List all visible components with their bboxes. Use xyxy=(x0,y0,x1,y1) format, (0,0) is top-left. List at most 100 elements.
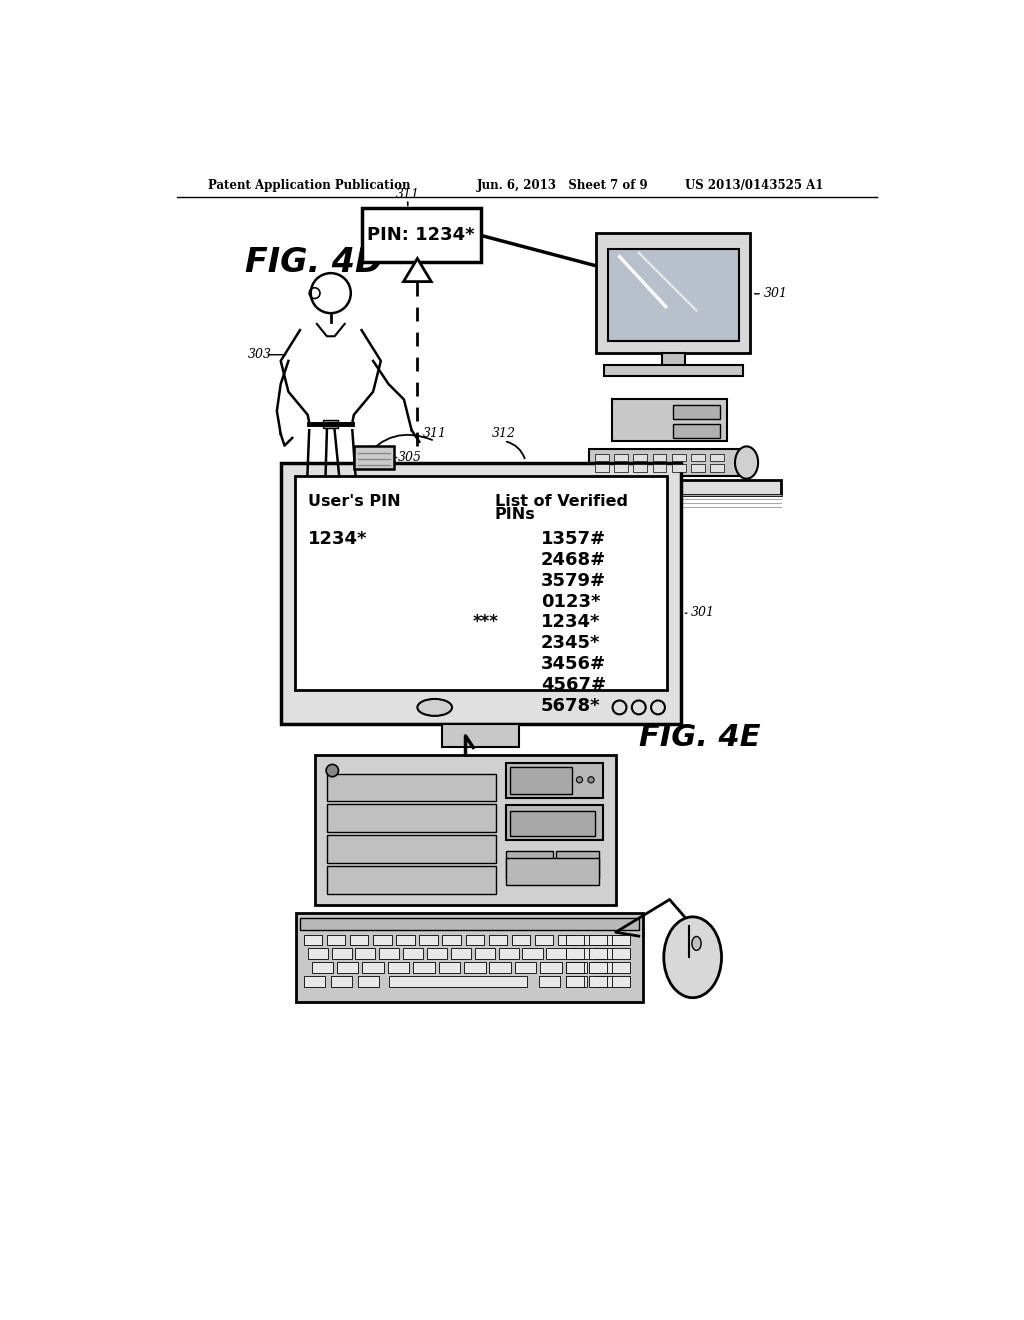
Text: FIG. 4D: FIG. 4D xyxy=(245,246,382,279)
FancyBboxPatch shape xyxy=(296,913,643,1002)
FancyBboxPatch shape xyxy=(281,462,681,725)
FancyBboxPatch shape xyxy=(354,446,394,469)
FancyBboxPatch shape xyxy=(595,465,608,473)
FancyBboxPatch shape xyxy=(350,935,369,945)
FancyBboxPatch shape xyxy=(357,977,379,987)
FancyBboxPatch shape xyxy=(510,812,595,836)
FancyBboxPatch shape xyxy=(614,454,628,462)
FancyBboxPatch shape xyxy=(466,935,484,945)
FancyBboxPatch shape xyxy=(589,449,739,477)
FancyBboxPatch shape xyxy=(464,962,485,973)
FancyBboxPatch shape xyxy=(573,480,781,495)
FancyBboxPatch shape xyxy=(438,962,460,973)
FancyBboxPatch shape xyxy=(691,465,705,473)
FancyBboxPatch shape xyxy=(674,405,720,418)
FancyBboxPatch shape xyxy=(489,962,511,973)
Text: Patent Application Publication: Patent Application Publication xyxy=(208,178,410,191)
FancyBboxPatch shape xyxy=(327,774,497,801)
FancyBboxPatch shape xyxy=(556,851,599,878)
Ellipse shape xyxy=(735,446,758,479)
Text: 1357#: 1357# xyxy=(541,531,606,548)
FancyBboxPatch shape xyxy=(331,977,352,987)
Text: Jun. 6, 2013   Sheet 7 of 9: Jun. 6, 2013 Sheet 7 of 9 xyxy=(477,178,648,191)
FancyBboxPatch shape xyxy=(595,454,608,462)
FancyBboxPatch shape xyxy=(604,366,742,376)
FancyBboxPatch shape xyxy=(506,858,599,884)
Text: 301: 301 xyxy=(764,286,788,300)
FancyBboxPatch shape xyxy=(547,949,566,960)
FancyBboxPatch shape xyxy=(591,962,612,973)
Text: 312: 312 xyxy=(492,426,516,440)
Ellipse shape xyxy=(692,936,701,950)
FancyBboxPatch shape xyxy=(506,805,602,840)
FancyBboxPatch shape xyxy=(451,949,471,960)
Circle shape xyxy=(577,776,583,783)
FancyBboxPatch shape xyxy=(515,962,537,973)
FancyBboxPatch shape xyxy=(506,763,602,797)
FancyBboxPatch shape xyxy=(711,465,724,473)
Text: 305: 305 xyxy=(397,450,422,463)
FancyBboxPatch shape xyxy=(593,977,614,987)
FancyBboxPatch shape xyxy=(596,234,751,352)
Text: 3456#: 3456# xyxy=(541,655,606,673)
Text: ***: *** xyxy=(473,614,499,631)
FancyBboxPatch shape xyxy=(388,962,410,973)
FancyBboxPatch shape xyxy=(581,935,599,945)
FancyBboxPatch shape xyxy=(634,465,647,473)
Polygon shape xyxy=(403,259,431,281)
Text: 3579#: 3579# xyxy=(541,572,606,590)
FancyBboxPatch shape xyxy=(672,454,686,462)
FancyBboxPatch shape xyxy=(295,477,668,689)
FancyBboxPatch shape xyxy=(565,962,584,973)
FancyBboxPatch shape xyxy=(506,851,553,878)
FancyBboxPatch shape xyxy=(337,962,358,973)
FancyBboxPatch shape xyxy=(614,465,628,473)
FancyBboxPatch shape xyxy=(419,935,438,945)
Text: PINs: PINs xyxy=(495,507,536,523)
FancyBboxPatch shape xyxy=(373,935,391,945)
FancyBboxPatch shape xyxy=(594,949,614,960)
FancyBboxPatch shape xyxy=(413,962,435,973)
FancyBboxPatch shape xyxy=(672,465,686,473)
Text: User's PIN: User's PIN xyxy=(308,494,401,510)
Text: 1234*: 1234* xyxy=(541,614,600,631)
FancyBboxPatch shape xyxy=(327,935,345,945)
FancyBboxPatch shape xyxy=(332,949,351,960)
FancyBboxPatch shape xyxy=(311,962,333,973)
FancyBboxPatch shape xyxy=(674,424,720,437)
FancyBboxPatch shape xyxy=(327,836,497,863)
FancyBboxPatch shape xyxy=(510,767,571,793)
Circle shape xyxy=(588,776,594,783)
Circle shape xyxy=(326,764,339,776)
FancyBboxPatch shape xyxy=(539,977,560,987)
FancyBboxPatch shape xyxy=(608,249,739,342)
Text: 301: 301 xyxy=(691,606,715,619)
Text: 2468#: 2468# xyxy=(541,552,606,569)
FancyBboxPatch shape xyxy=(388,977,527,987)
FancyBboxPatch shape xyxy=(611,399,727,441)
Text: 1234*: 1234* xyxy=(308,531,368,548)
FancyBboxPatch shape xyxy=(327,866,497,894)
Text: 311: 311 xyxy=(423,426,446,440)
FancyBboxPatch shape xyxy=(499,949,518,960)
FancyBboxPatch shape xyxy=(522,949,543,960)
FancyBboxPatch shape xyxy=(396,935,415,945)
FancyBboxPatch shape xyxy=(488,935,507,945)
FancyBboxPatch shape xyxy=(304,977,326,987)
FancyBboxPatch shape xyxy=(589,962,607,973)
FancyBboxPatch shape xyxy=(604,935,623,945)
FancyBboxPatch shape xyxy=(565,977,587,987)
FancyBboxPatch shape xyxy=(565,935,584,945)
FancyBboxPatch shape xyxy=(355,949,376,960)
FancyBboxPatch shape xyxy=(611,962,631,973)
Text: 5678*: 5678* xyxy=(541,697,601,714)
FancyBboxPatch shape xyxy=(361,209,481,263)
FancyBboxPatch shape xyxy=(662,352,685,367)
FancyBboxPatch shape xyxy=(611,949,631,960)
FancyBboxPatch shape xyxy=(565,977,584,987)
FancyBboxPatch shape xyxy=(427,949,447,960)
FancyBboxPatch shape xyxy=(565,949,584,960)
FancyBboxPatch shape xyxy=(315,755,615,906)
FancyBboxPatch shape xyxy=(403,949,423,960)
FancyBboxPatch shape xyxy=(323,420,339,428)
